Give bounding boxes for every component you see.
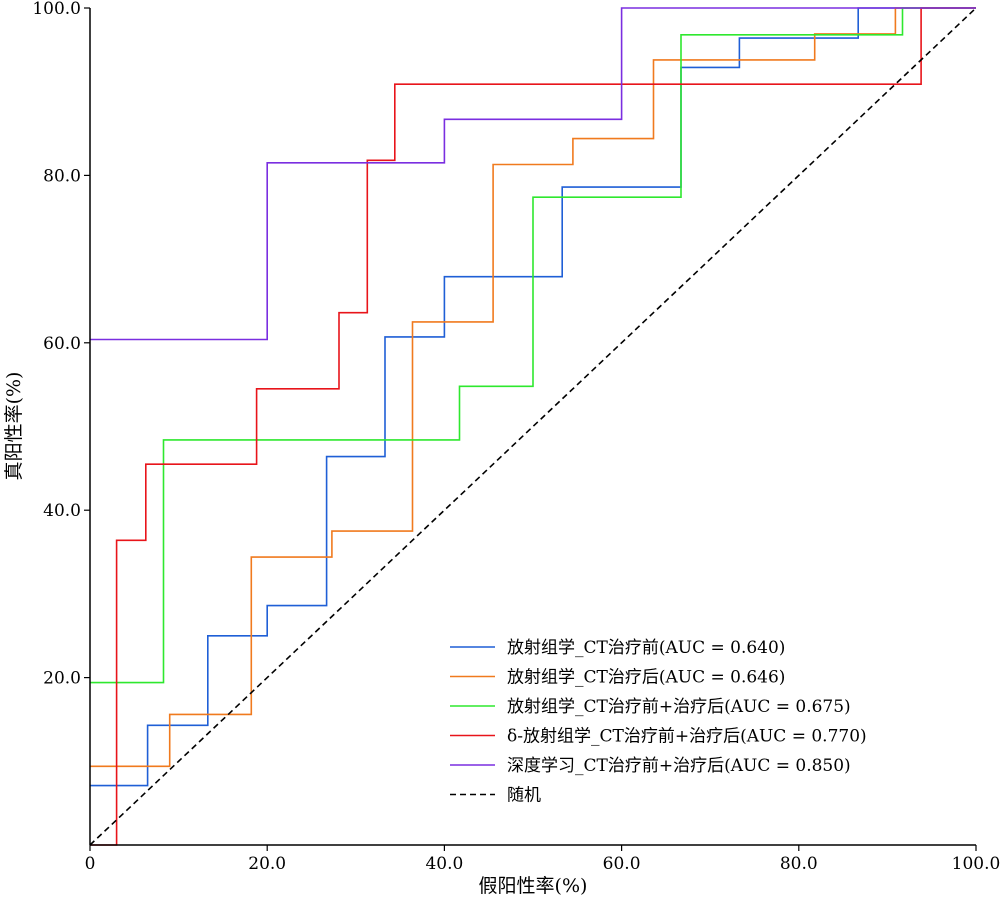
x-tick-label: 80.0 bbox=[780, 854, 818, 874]
x-tick-label: 60.0 bbox=[603, 854, 641, 874]
x-tick-label: 40.0 bbox=[425, 854, 463, 874]
legend-label: 放射组学_CT治疗后(AUC = 0.646) bbox=[507, 668, 785, 688]
series-line-3 bbox=[90, 7, 976, 846]
x-tick-label: 20.0 bbox=[248, 854, 286, 874]
x-tick-label: 0 bbox=[85, 854, 96, 874]
y-tick-label: 60.0 bbox=[43, 334, 81, 354]
legend-label: δ-放射组学_CT治疗前+治疗后(AUC = 0.770) bbox=[507, 727, 867, 747]
series-line-1 bbox=[90, 7, 976, 768]
series-line-5 bbox=[89, 7, 977, 846]
y-tick-label: 80.0 bbox=[43, 166, 81, 186]
axes-layer bbox=[89, 8, 976, 846]
y-tick-label: 100.0 bbox=[32, 0, 81, 19]
legend-label: 深度学习_CT治疗前+治疗后(AUC = 0.850) bbox=[507, 756, 851, 776]
x-axis-label: 假阳性率(%) bbox=[479, 875, 588, 897]
legend-label: 放射组学_CT治疗前(AUC = 0.640) bbox=[507, 638, 785, 658]
legend-label: 放射组学_CT治疗前+治疗后(AUC = 0.675) bbox=[507, 697, 851, 717]
series-layer bbox=[89, 7, 977, 846]
y-tick-label: 40.0 bbox=[43, 501, 81, 521]
series-line-0 bbox=[90, 7, 976, 787]
ticks-layer: 0 20.0 40.0 60.0 80.0 100.0 20.0 40.0 60.0 80.0 10… bbox=[32, 0, 1000, 874]
legend-label: 随机 bbox=[507, 786, 541, 806]
series-line-4 bbox=[90, 7, 976, 341]
y-axis-label: 真阳性率(%) bbox=[3, 372, 25, 481]
series-line-2 bbox=[90, 7, 976, 684]
legend: 放射组学_CT治疗前(AUC = 0.640) 放射组学_CT治疗后(AUC = … bbox=[450, 638, 867, 806]
x-tick-label: 100.0 bbox=[952, 854, 1000, 874]
y-tick-label: 20.0 bbox=[43, 669, 81, 689]
